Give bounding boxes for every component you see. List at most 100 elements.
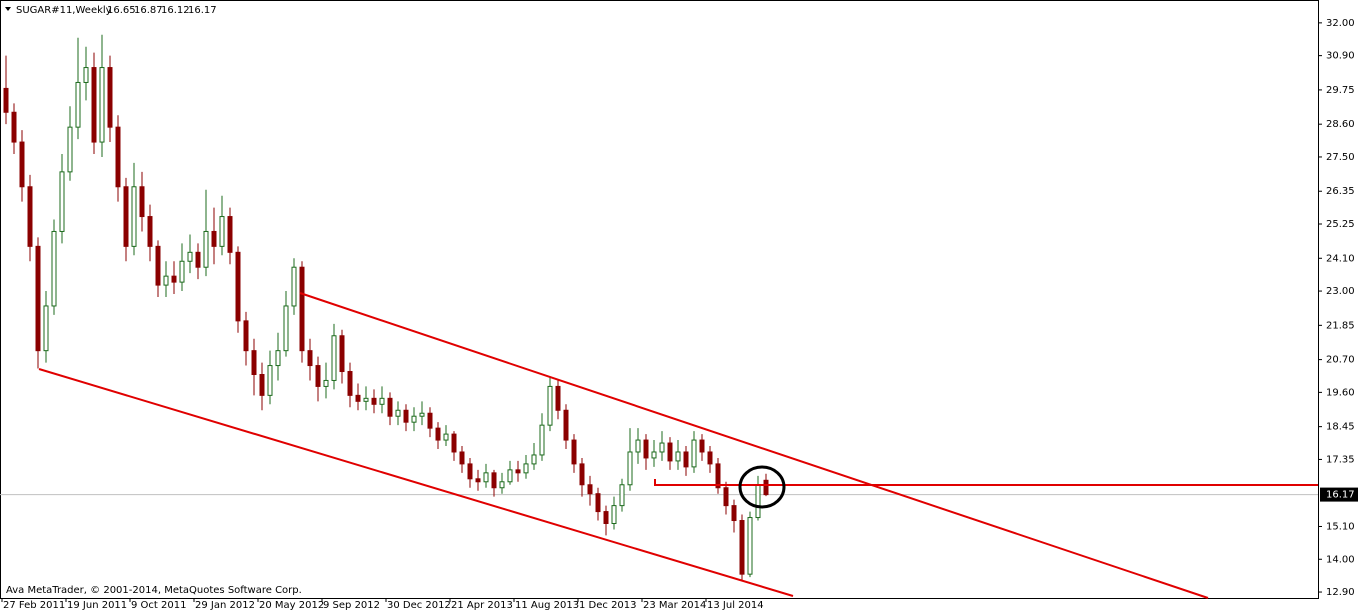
candle-body — [371, 397, 377, 405]
candle-body — [259, 374, 265, 396]
candle-body — [75, 81, 81, 128]
candle-body — [419, 412, 425, 417]
ohlc-value: 16.12 — [161, 5, 190, 16]
x-tick-label: 30 Dec 2012 — [387, 600, 451, 611]
candle-body — [251, 350, 257, 376]
y-tick-label: 17.35 — [1326, 454, 1355, 465]
candle-body — [331, 335, 337, 381]
candle-body — [219, 216, 225, 247]
candle-body — [427, 412, 433, 429]
candle-body — [179, 260, 185, 283]
symbol: SUGAR#11,Weekly — [16, 5, 112, 16]
y-tick-label: 20.70 — [1326, 355, 1355, 366]
x-tick-label: 29 Jan 2012 — [195, 600, 255, 611]
candle-body — [99, 67, 105, 143]
candle-body — [579, 463, 585, 486]
lower-trendline — [38, 368, 794, 597]
candle-body — [203, 230, 209, 268]
candle-body — [211, 230, 217, 247]
candle-body — [59, 171, 65, 232]
candle-body — [43, 305, 49, 352]
y-tick-label: 15.10 — [1326, 521, 1355, 532]
candle-body — [347, 371, 353, 396]
candle-body — [243, 320, 249, 352]
candle-body — [435, 427, 441, 441]
candle-body — [691, 439, 697, 468]
candle-body — [539, 424, 545, 456]
candle-body — [315, 365, 321, 387]
y-tick-label: 23.00 — [1326, 286, 1355, 297]
candle-body — [507, 469, 513, 483]
candle-body — [403, 409, 409, 423]
candle-body — [715, 463, 721, 489]
candle-body — [275, 350, 281, 367]
candle-body — [83, 67, 89, 83]
candle-body — [675, 451, 681, 462]
candle-body — [339, 335, 345, 373]
candle-body — [355, 394, 361, 402]
candle-body — [563, 409, 569, 441]
candle-body — [147, 216, 153, 247]
candle-body — [163, 275, 169, 286]
candle-body — [459, 451, 465, 465]
x-tick-label: 19 Jun 2011 — [67, 600, 127, 611]
candle-body — [467, 463, 473, 480]
x-tick-label: 11 Aug 2013 — [515, 600, 579, 611]
candle-body — [19, 141, 25, 188]
candle-body — [267, 365, 273, 396]
candle-body — [635, 439, 641, 453]
candle-body — [451, 433, 457, 453]
candle-body — [187, 251, 193, 262]
candle-body — [139, 186, 145, 218]
candle-body — [699, 439, 705, 453]
y-tick-label: 29.75 — [1326, 85, 1355, 96]
candle-body — [667, 442, 673, 462]
candle-body — [387, 397, 393, 417]
copyright: Ava MetaTrader, © 2001-2014, MetaQuotes … — [6, 585, 302, 596]
candle-body — [627, 451, 633, 486]
candle-body — [491, 472, 497, 489]
candle-body — [115, 126, 121, 188]
candle-body — [155, 245, 161, 286]
candle-body — [3, 87, 9, 113]
x-tick-label: 27 Feb 2011 — [3, 600, 65, 611]
x-tick-label: 9 Sep 2012 — [323, 600, 380, 611]
candle-body — [35, 245, 41, 352]
candle-body — [307, 350, 313, 367]
plot — [0, 34, 1318, 581]
y-tick-label: 19.60 — [1326, 387, 1355, 398]
last-price-box — [1320, 487, 1358, 502]
candle-body — [683, 451, 689, 468]
menu-icon[interactable] — [5, 7, 11, 11]
candle-body — [603, 511, 609, 524]
candle-body — [195, 251, 201, 268]
y-tick-label: 24.10 — [1326, 253, 1355, 264]
y-tick-label: 28.60 — [1326, 119, 1355, 130]
candle-body — [443, 433, 449, 441]
candle-body — [619, 484, 625, 507]
candle-body — [395, 409, 401, 417]
x-tick-label: 20 May 2012 — [259, 600, 324, 611]
y-tick-label: 18.45 — [1326, 422, 1355, 433]
x-tick-label: 13 Jul 2014 — [707, 600, 764, 611]
candle-body — [739, 520, 745, 575]
y-tick-label: 25.25 — [1326, 219, 1355, 230]
candle-body — [555, 385, 561, 411]
highlight-circle — [738, 465, 786, 509]
candle-body — [763, 479, 769, 496]
candle-body — [755, 484, 761, 519]
candle-body — [283, 305, 289, 352]
y-tick-label: 12.90 — [1326, 587, 1355, 598]
candle-body — [107, 67, 113, 128]
candle-body — [595, 493, 601, 513]
candle-body — [659, 442, 665, 453]
plot-frame — [0, 0, 1319, 599]
x-tick-label: 1 Dec 2013 — [579, 600, 637, 611]
candle-body — [363, 397, 369, 402]
x-tick-label: 23 Mar 2014 — [643, 600, 706, 611]
candle-body — [67, 126, 73, 173]
candle-body — [515, 469, 521, 474]
candle-body — [499, 481, 505, 489]
